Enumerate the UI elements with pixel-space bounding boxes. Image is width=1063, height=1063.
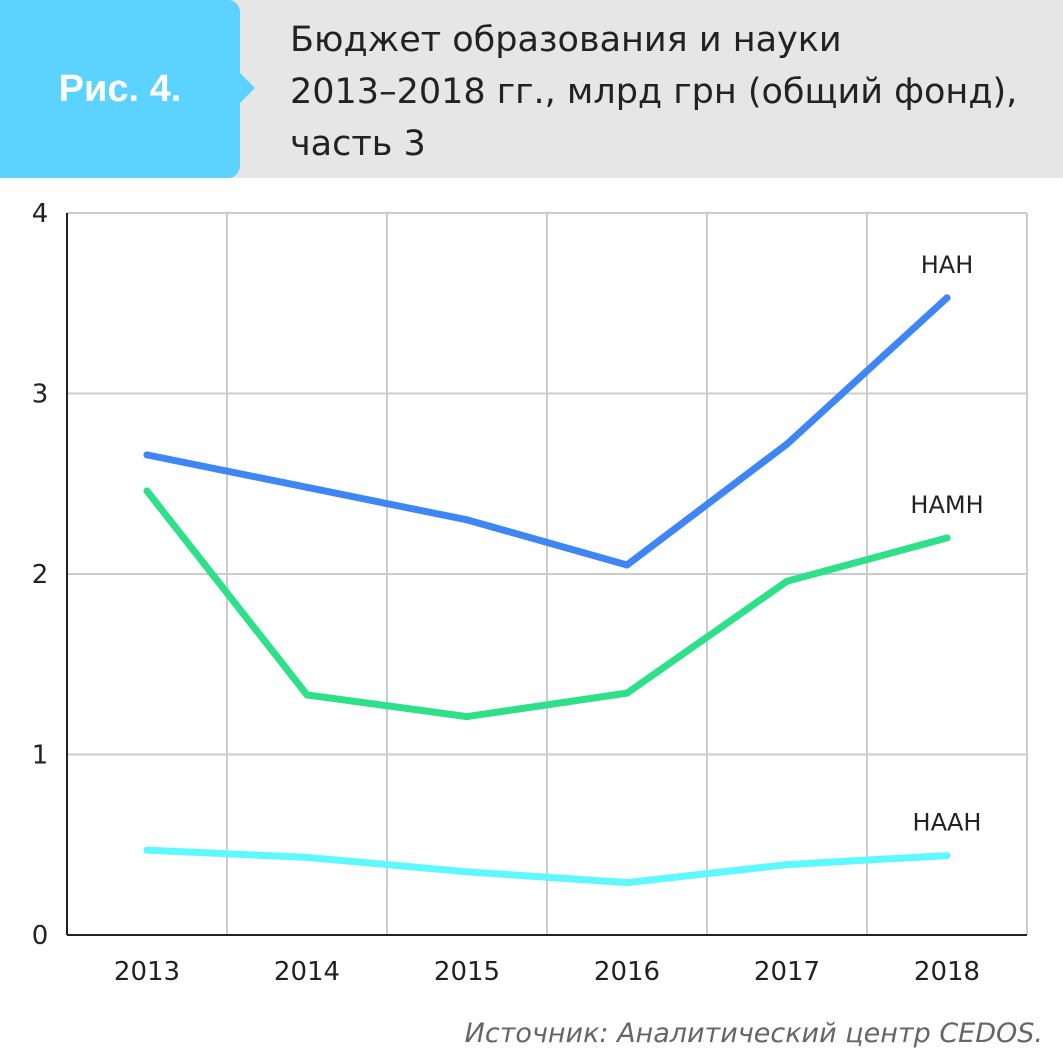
x-tick-label: 2016: [594, 957, 660, 987]
figure-badge: [0, 0, 255, 178]
series-point: [623, 689, 631, 697]
source-note: Источник: Аналитический центр CEDOS.: [464, 1018, 1043, 1049]
line-chart: 0 1 2 3 4 2013 2014 2015 2016 2017 2018 НАН НАМН НААН: [32, 199, 1028, 987]
series-point: [303, 853, 311, 861]
series-line-0: [143, 294, 951, 569]
x-tick-label: 2014: [274, 957, 340, 987]
x-tick-label: 2017: [754, 957, 820, 987]
y-tick-label: 4: [32, 199, 49, 229]
series-point: [943, 294, 951, 302]
series-point: [943, 852, 951, 860]
figure-label: Рис. 4.: [58, 67, 182, 110]
series-point: [783, 577, 791, 585]
x-tick-label: 2018: [914, 957, 980, 987]
series-point: [463, 868, 471, 876]
series-point: [623, 879, 631, 887]
series-point: [303, 483, 311, 491]
series-point: [463, 713, 471, 721]
series-label: НААН: [913, 809, 982, 837]
series-point: [463, 516, 471, 524]
series-point: [623, 561, 631, 569]
y-tick-label: 0: [32, 921, 49, 951]
y-tick-label: 3: [32, 380, 49, 410]
series-line-1: [143, 487, 951, 721]
series-label: НАН: [921, 251, 974, 279]
y-tick-label: 1: [32, 741, 49, 771]
series-point: [143, 487, 151, 495]
series-label: НАМН: [910, 491, 983, 519]
title-line-2: 2013–2018 гг., млрд грн (общий фонд),: [290, 72, 1018, 112]
series-point: [783, 440, 791, 448]
series-point: [143, 846, 151, 854]
series-point: [303, 691, 311, 699]
title-line-3: часть 3: [290, 124, 426, 164]
series-point: [943, 534, 951, 542]
y-tick-label: 2: [32, 560, 49, 590]
series-point: [783, 861, 791, 869]
series-point: [143, 451, 151, 459]
title-line-1: Бюджет образования и науки: [290, 20, 842, 60]
series-line-2: [143, 846, 951, 887]
figure-title: Бюджет образования и науки 2013–2018 гг.…: [290, 14, 1050, 170]
x-tick-label: 2015: [434, 957, 500, 987]
x-tick-label: 2013: [114, 957, 180, 987]
